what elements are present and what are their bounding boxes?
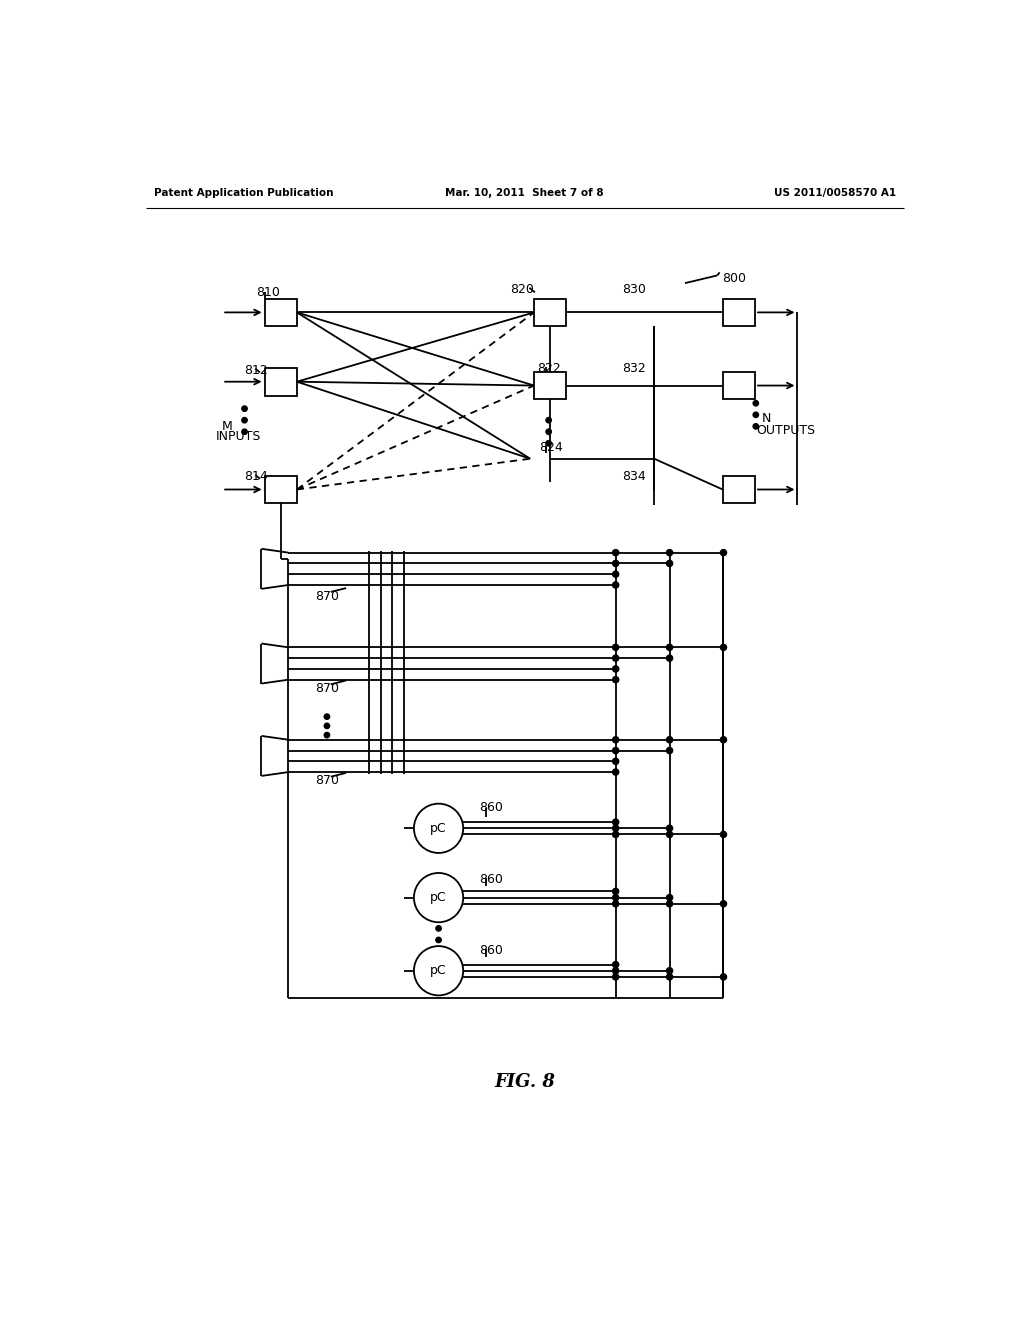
Circle shape: [667, 644, 673, 651]
Circle shape: [753, 412, 759, 417]
Circle shape: [414, 946, 463, 995]
Circle shape: [414, 873, 463, 923]
Circle shape: [667, 832, 673, 838]
Text: OUTPUTS: OUTPUTS: [756, 424, 815, 437]
Circle shape: [720, 737, 727, 743]
Circle shape: [612, 888, 618, 895]
Circle shape: [546, 441, 551, 446]
Circle shape: [436, 937, 441, 942]
Text: 860: 860: [479, 944, 503, 957]
Text: FIG. 8: FIG. 8: [495, 1073, 555, 1092]
Text: pC: pC: [430, 891, 446, 904]
Bar: [535, 298, 566, 326]
Circle shape: [612, 900, 618, 907]
Circle shape: [612, 758, 618, 764]
Text: INPUTS: INPUTS: [215, 430, 261, 444]
Circle shape: [242, 429, 247, 434]
Circle shape: [667, 560, 673, 566]
Text: 870: 870: [315, 590, 339, 603]
Circle shape: [720, 832, 727, 838]
Text: Patent Application Publication: Patent Application Publication: [154, 187, 333, 198]
Circle shape: [667, 549, 673, 556]
Text: 830: 830: [622, 284, 646, 296]
Circle shape: [612, 665, 618, 672]
Circle shape: [667, 900, 673, 907]
Bar: [264, 475, 297, 503]
Text: 822: 822: [538, 363, 561, 375]
Circle shape: [242, 417, 247, 422]
Text: 810: 810: [256, 286, 280, 300]
Text: pC: pC: [430, 964, 446, 977]
Circle shape: [667, 737, 673, 743]
Circle shape: [667, 895, 673, 900]
Text: 870: 870: [315, 682, 339, 696]
Circle shape: [612, 655, 618, 661]
Circle shape: [325, 714, 330, 719]
Circle shape: [612, 737, 618, 743]
Circle shape: [612, 818, 618, 825]
Circle shape: [612, 560, 618, 566]
Circle shape: [612, 968, 618, 974]
Text: 820: 820: [510, 284, 535, 296]
Bar: [723, 372, 755, 400]
Circle shape: [612, 770, 618, 775]
Circle shape: [242, 407, 247, 412]
Circle shape: [325, 733, 330, 738]
Text: M: M: [221, 420, 232, 433]
Bar: [723, 298, 755, 326]
Circle shape: [667, 747, 673, 754]
Circle shape: [612, 572, 618, 577]
Circle shape: [720, 644, 727, 651]
Text: 812: 812: [245, 364, 268, 378]
Circle shape: [667, 974, 673, 979]
Circle shape: [720, 549, 727, 556]
Circle shape: [667, 655, 673, 661]
Circle shape: [720, 974, 727, 979]
Circle shape: [612, 644, 618, 651]
Circle shape: [753, 424, 759, 429]
Text: pC: pC: [430, 822, 446, 834]
Circle shape: [753, 400, 759, 407]
Circle shape: [612, 582, 618, 589]
Bar: [264, 298, 297, 326]
Text: Mar. 10, 2011  Sheet 7 of 8: Mar. 10, 2011 Sheet 7 of 8: [445, 187, 604, 198]
Circle shape: [414, 804, 463, 853]
Text: 832: 832: [622, 363, 645, 375]
Text: 870: 870: [315, 775, 339, 788]
Bar: [723, 475, 755, 503]
Circle shape: [325, 723, 330, 729]
Circle shape: [612, 677, 618, 682]
Circle shape: [612, 974, 618, 979]
Text: 860: 860: [479, 873, 503, 886]
Bar: [264, 368, 297, 396]
Circle shape: [612, 549, 618, 556]
Bar: [535, 372, 566, 400]
Circle shape: [546, 429, 551, 434]
Text: N: N: [762, 412, 771, 425]
Circle shape: [546, 417, 551, 422]
Text: 824: 824: [539, 441, 562, 454]
Circle shape: [667, 825, 673, 832]
Circle shape: [720, 900, 727, 907]
Text: 800: 800: [722, 272, 745, 285]
Circle shape: [612, 895, 618, 900]
Circle shape: [436, 925, 441, 931]
Circle shape: [612, 825, 618, 832]
Circle shape: [667, 968, 673, 974]
Text: 834: 834: [622, 470, 645, 483]
Circle shape: [612, 961, 618, 968]
Text: 860: 860: [479, 801, 503, 814]
Text: US 2011/0058570 A1: US 2011/0058570 A1: [774, 187, 896, 198]
Circle shape: [612, 747, 618, 754]
Circle shape: [612, 832, 618, 838]
Text: 814: 814: [245, 470, 268, 483]
